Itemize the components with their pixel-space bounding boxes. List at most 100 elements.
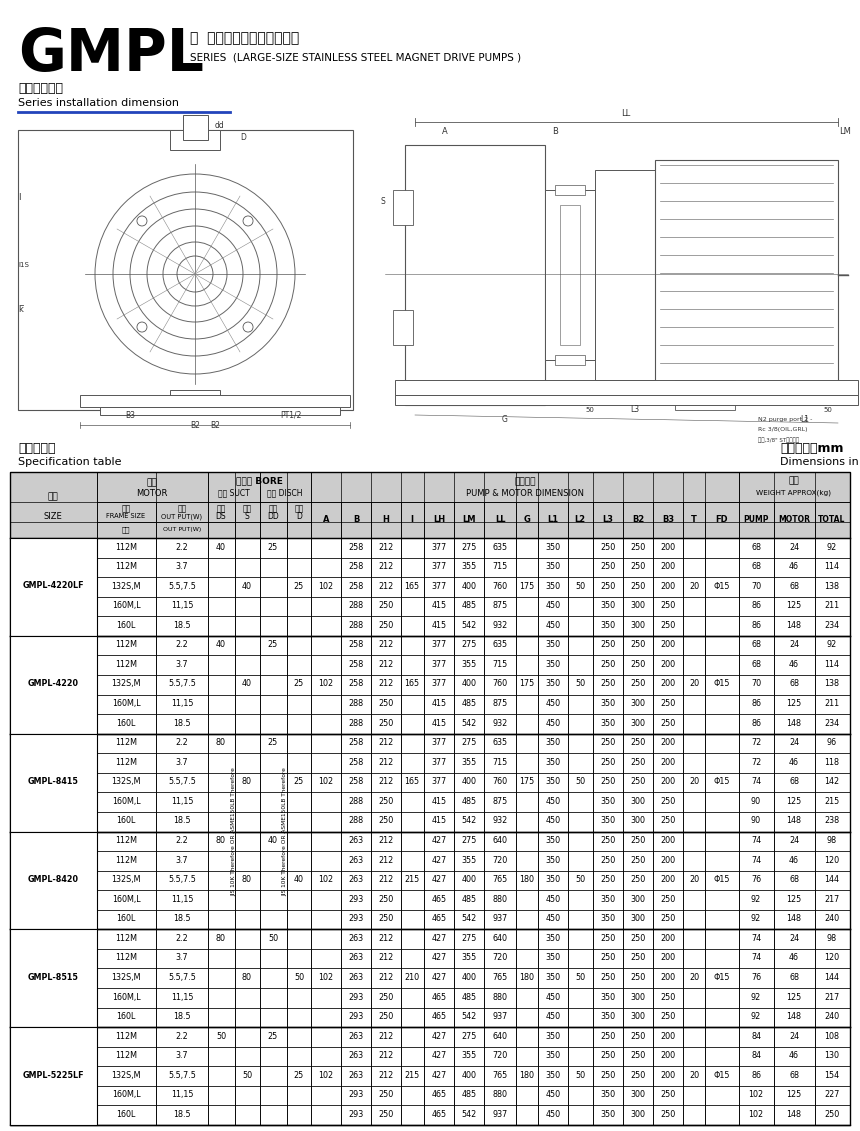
Bar (739, 793, 774, 812)
Text: 250: 250 (630, 758, 646, 767)
Bar (538, 675, 568, 694)
Bar (208, 472, 311, 502)
Text: 200: 200 (660, 1071, 676, 1080)
Text: 25: 25 (267, 739, 278, 748)
Text: GMPL-8420: GMPL-8420 (28, 875, 78, 884)
Bar (538, 909, 568, 930)
Bar (424, 909, 454, 930)
Text: 258: 258 (348, 543, 364, 552)
Bar (454, 851, 484, 871)
Text: 258: 258 (348, 581, 364, 590)
Text: 263: 263 (348, 1071, 364, 1080)
Bar (538, 1008, 568, 1027)
Bar (401, 1086, 424, 1105)
Bar (311, 636, 341, 655)
Text: 40: 40 (216, 640, 226, 649)
Bar (653, 734, 683, 753)
Bar (568, 558, 593, 577)
Text: 400: 400 (462, 875, 476, 884)
Bar (516, 597, 538, 616)
Text: 880: 880 (493, 895, 507, 904)
Bar (683, 1067, 705, 1086)
Text: 465: 465 (432, 914, 446, 923)
Text: FRAME SIZE: FRAME SIZE (107, 513, 145, 519)
Bar (484, 577, 516, 597)
Bar (287, 1027, 311, 1046)
Bar (287, 597, 311, 616)
Bar (97, 523, 156, 538)
Bar (371, 675, 401, 694)
Text: 377: 377 (432, 680, 446, 689)
Bar (454, 949, 484, 968)
Bar (311, 890, 341, 909)
Bar (311, 793, 341, 812)
Text: 250: 250 (600, 934, 616, 943)
Bar (815, 597, 850, 616)
Bar (401, 831, 424, 851)
Text: 377: 377 (432, 562, 446, 571)
Bar (311, 714, 341, 734)
Text: 350: 350 (545, 1051, 561, 1060)
Bar (156, 831, 208, 851)
Bar (424, 616, 454, 636)
Text: 350: 350 (545, 953, 561, 962)
Bar (393, 190, 413, 225)
Text: 68: 68 (751, 543, 761, 552)
Text: 250: 250 (600, 562, 616, 571)
Text: 2.2: 2.2 (175, 739, 188, 748)
Bar (454, 753, 484, 772)
Bar (97, 930, 156, 949)
Text: 427: 427 (432, 1031, 446, 1041)
Text: 46: 46 (789, 562, 799, 571)
Text: 293: 293 (348, 1110, 364, 1119)
Bar (568, 577, 593, 597)
Text: 68: 68 (789, 973, 799, 982)
Bar (401, 851, 424, 871)
Bar (208, 655, 235, 675)
Bar (401, 714, 424, 734)
Bar (815, 1046, 850, 1067)
Bar (774, 502, 815, 538)
Text: 80: 80 (242, 777, 252, 786)
Bar (183, 115, 208, 140)
Bar (516, 1046, 538, 1067)
Bar (538, 616, 568, 636)
Bar (260, 871, 287, 890)
Bar (653, 694, 683, 714)
Text: 50: 50 (242, 1071, 252, 1080)
Text: 250: 250 (600, 777, 616, 786)
Bar (287, 812, 311, 831)
Text: Specification table: Specification table (18, 457, 121, 467)
Text: 132S,M: 132S,M (111, 777, 141, 786)
Text: 泵和马达: 泵和马达 (514, 477, 536, 486)
Bar (235, 597, 260, 616)
Text: 427: 427 (432, 836, 446, 845)
Bar (683, 694, 705, 714)
Text: 377: 377 (432, 739, 446, 748)
Text: B2: B2 (632, 516, 644, 525)
Text: 227: 227 (825, 1090, 839, 1099)
Bar (287, 1008, 311, 1027)
Text: 175: 175 (519, 680, 535, 689)
Text: 350: 350 (545, 562, 561, 571)
Bar (97, 831, 156, 851)
Bar (235, 753, 260, 772)
Text: 3.7: 3.7 (175, 562, 188, 571)
Bar (311, 1008, 341, 1027)
Bar (454, 772, 484, 793)
Text: B: B (552, 128, 558, 137)
Bar (774, 812, 815, 831)
Text: 132S,M: 132S,M (111, 1071, 141, 1080)
Text: 765: 765 (493, 1071, 507, 1080)
Text: 68: 68 (789, 777, 799, 786)
Text: 20: 20 (689, 581, 699, 590)
Bar (516, 616, 538, 636)
Text: 68: 68 (789, 680, 799, 689)
Bar (683, 1046, 705, 1067)
Bar (538, 753, 568, 772)
Text: JIS 10K Therefore OR ASME150LB Therefore: JIS 10K Therefore OR ASME150LB Therefore (282, 767, 287, 896)
Text: 40: 40 (268, 836, 278, 845)
Text: 系列安装尺寸: 系列安装尺寸 (18, 81, 63, 95)
Text: 234: 234 (825, 718, 839, 727)
Text: 400: 400 (462, 777, 476, 786)
